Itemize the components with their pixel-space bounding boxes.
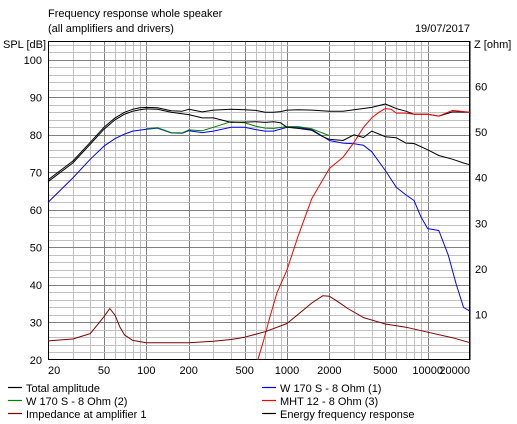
y-left-tick-label: 30: [30, 317, 42, 329]
legend-label: W 170 S - 8 Ohm (1): [280, 383, 381, 395]
series-line-w-170-s-8-ohm-1: [47, 126, 471, 312]
series-lines: [47, 103, 471, 361]
legend-label: Impedance at amplifier 1: [26, 409, 146, 421]
y-axis-right-label: Z [ohm]: [474, 39, 511, 51]
x-tick-label: 5000: [373, 365, 397, 377]
series-line-total-amplitude: [47, 103, 471, 181]
legend: Total amplitude W 170 S - 8 Ohm (1) W 170 …: [8, 383, 415, 421]
legend-label: Energy frequency response: [280, 409, 415, 421]
y-right-tick-label: 30: [475, 218, 487, 230]
y-left-tick-label: 50: [30, 242, 42, 254]
y-left-tick-label: 60: [30, 205, 42, 217]
x-tick-label: 1000: [275, 365, 299, 377]
y-left-tick-label: 70: [30, 167, 42, 179]
plot-frame: [48, 41, 470, 360]
y-axis-left-label: SPL [dB]: [3, 39, 46, 51]
x-tick-label: 20: [48, 365, 60, 377]
chart-subtitle: (all amplifiers and drivers): [48, 23, 174, 35]
x-tick-label: 10000: [412, 365, 443, 377]
y-left-tick-label: 20: [30, 355, 42, 367]
plot-border: [48, 41, 470, 360]
legend-label: Total amplitude: [26, 383, 100, 395]
chart-title: Frequency response whole speaker: [48, 8, 223, 20]
x-tick-label: 200: [179, 365, 197, 377]
x-tick-label: 500: [235, 365, 253, 377]
y-left-tick-label: 80: [30, 130, 42, 142]
grid: [48, 41, 471, 360]
series-line-mht-12-8-ohm-3: [257, 108, 471, 361]
y-tick-labels: 100 90 80 70 60 50 40 30 20 60 50 40 30 20 10: [24, 55, 488, 367]
series-line-impedance-at-amplifier-1: [47, 295, 471, 344]
x-tick-label: 2000: [317, 365, 341, 377]
y-right-tick-label: 50: [475, 127, 487, 139]
series-line-energy-frequency-response: [47, 108, 471, 183]
y-left-tick-label: 90: [30, 92, 42, 104]
x-tick-label: 50: [98, 365, 110, 377]
y-left-tick-label: 40: [30, 280, 42, 292]
legend-label: MHT 12 - 8 Ohm (3): [280, 396, 378, 408]
chart-date: 19/07/2017: [415, 23, 470, 35]
y-right-tick-label: 60: [475, 82, 487, 94]
y-right-tick-label: 40: [475, 173, 487, 185]
legend-label: W 170 S - 8 Ohm (2): [26, 396, 127, 408]
y-right-tick-label: 20: [475, 264, 487, 276]
y-right-tick-label: 10: [475, 309, 487, 321]
x-tick-label: 20000: [439, 365, 470, 377]
x-tick-label: 100: [137, 365, 155, 377]
y-left-tick-label: 100: [24, 55, 42, 67]
